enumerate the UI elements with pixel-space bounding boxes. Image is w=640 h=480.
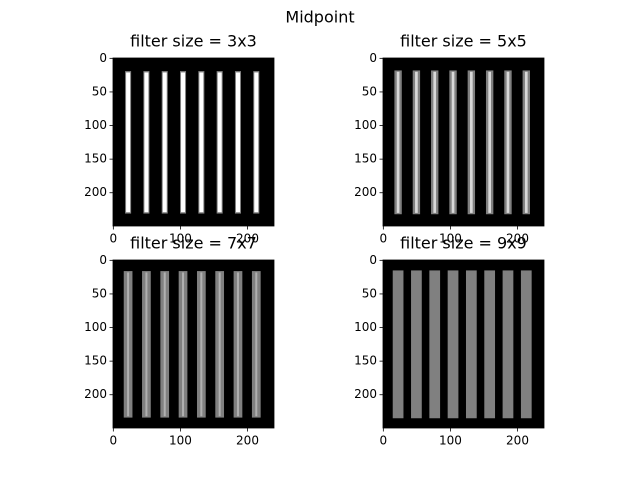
y-tick-label: 150 bbox=[354, 152, 377, 166]
x-tick-label: 0 bbox=[380, 434, 388, 448]
x-tick-label: 0 bbox=[110, 434, 118, 448]
y-tick-label: 0 bbox=[369, 51, 377, 65]
y-tick-label: 100 bbox=[84, 118, 107, 132]
y-tick-label: 200 bbox=[354, 185, 377, 199]
x-tick-label: 100 bbox=[439, 434, 462, 448]
stripe-core bbox=[145, 272, 148, 417]
x-tick-label: 200 bbox=[506, 232, 529, 246]
y-tick-label: 50 bbox=[92, 84, 107, 98]
axes-title: filter size = 3x3 bbox=[130, 32, 257, 51]
axes-frame bbox=[382, 57, 545, 227]
stripe bbox=[429, 270, 441, 419]
axes-title: filter size = 9x9 bbox=[400, 234, 527, 253]
stripe-core bbox=[182, 272, 185, 417]
stripe-core bbox=[126, 72, 131, 213]
figure-title: Midpoint bbox=[285, 8, 354, 27]
axes-title: filter size = 5x5 bbox=[400, 32, 527, 51]
y-tick-label: 200 bbox=[354, 387, 377, 401]
stripe-core bbox=[217, 72, 222, 213]
y-tick-label: 0 bbox=[99, 51, 107, 65]
x-tick-label: 0 bbox=[110, 232, 118, 246]
y-tick-label: 0 bbox=[369, 253, 377, 267]
x-tick-label: 100 bbox=[439, 232, 462, 246]
stripe-core bbox=[200, 272, 203, 417]
y-tick-label: 50 bbox=[362, 84, 377, 98]
x-tick-label: 100 bbox=[169, 232, 192, 246]
y-tick-label: 150 bbox=[84, 354, 107, 368]
stripe-core bbox=[181, 72, 186, 213]
stripe-core bbox=[451, 71, 455, 213]
stripe-core bbox=[162, 72, 167, 213]
stripe-core bbox=[144, 72, 149, 213]
stripe bbox=[411, 270, 422, 419]
stripe-core bbox=[236, 272, 239, 417]
x-tick-label: 200 bbox=[236, 232, 259, 246]
stripe-core bbox=[127, 272, 130, 417]
axes-frame bbox=[382, 259, 545, 429]
axes-frame bbox=[112, 57, 275, 227]
stripe-core bbox=[218, 272, 221, 417]
stripe-core bbox=[163, 272, 166, 417]
stripe bbox=[392, 270, 404, 419]
stripe bbox=[502, 270, 514, 419]
x-tick-label: 100 bbox=[169, 434, 192, 448]
x-tick-label: 200 bbox=[506, 434, 529, 448]
y-tick-label: 50 bbox=[362, 286, 377, 300]
y-tick-label: 100 bbox=[354, 118, 377, 132]
y-tick-label: 50 bbox=[92, 286, 107, 300]
stripe bbox=[447, 270, 459, 419]
stripe-core bbox=[415, 71, 418, 213]
stripe-core bbox=[396, 71, 400, 213]
stripe bbox=[484, 270, 496, 419]
image-background bbox=[383, 260, 544, 428]
stripe-core bbox=[470, 71, 473, 213]
stripe-core bbox=[235, 72, 240, 213]
x-tick-label: 200 bbox=[236, 434, 259, 448]
y-tick-label: 200 bbox=[84, 185, 107, 199]
stripe-core bbox=[255, 272, 258, 417]
image-background bbox=[383, 58, 544, 226]
axes-frame bbox=[112, 259, 275, 429]
image-background bbox=[113, 58, 274, 226]
y-tick-label: 150 bbox=[84, 152, 107, 166]
axes-title: filter size = 7x7 bbox=[130, 234, 257, 253]
stripe-core bbox=[254, 72, 259, 213]
stripe bbox=[465, 270, 477, 419]
y-tick-label: 200 bbox=[84, 387, 107, 401]
stripe-core bbox=[488, 71, 492, 213]
stripe-core bbox=[433, 71, 437, 213]
y-tick-label: 0 bbox=[99, 253, 107, 267]
stripe-core bbox=[524, 71, 528, 213]
image-background bbox=[113, 260, 274, 428]
y-tick-label: 100 bbox=[354, 320, 377, 334]
stripe-core bbox=[199, 72, 204, 213]
stripe-core bbox=[506, 71, 510, 213]
y-tick-label: 100 bbox=[84, 320, 107, 334]
y-tick-label: 150 bbox=[354, 354, 377, 368]
stripe bbox=[520, 270, 532, 419]
x-tick-label: 0 bbox=[380, 232, 388, 246]
